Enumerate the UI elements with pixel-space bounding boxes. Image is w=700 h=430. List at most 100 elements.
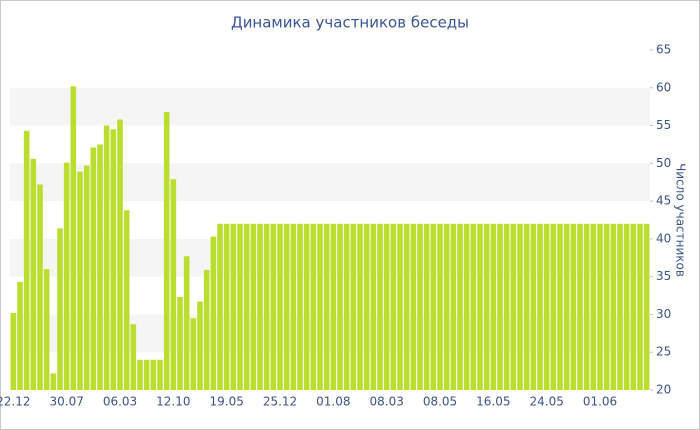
bar [270, 223, 277, 390]
bar [450, 223, 457, 390]
y-tick-label: 60 [656, 80, 671, 94]
x-tick-label: 22.12 [0, 395, 31, 409]
x-tick-label: 19.05 [209, 395, 243, 409]
bar [490, 223, 497, 390]
bar [210, 236, 217, 390]
bar [610, 223, 617, 390]
bar [557, 223, 563, 390]
bar [537, 223, 543, 390]
bar [363, 223, 370, 390]
bar [170, 179, 177, 390]
bar [303, 223, 310, 390]
bar [117, 119, 123, 390]
bar [463, 223, 470, 390]
bar [203, 269, 210, 390]
bar [50, 373, 57, 390]
bar [217, 223, 223, 390]
bar [517, 223, 523, 390]
bar [23, 130, 30, 390]
bar [397, 223, 403, 390]
bar [157, 359, 163, 390]
x-tick-label: 16.05 [476, 395, 510, 409]
bar [330, 223, 337, 390]
bar [403, 223, 410, 390]
bar [410, 223, 417, 390]
chart-title: Динамика участников беседы [231, 14, 469, 32]
x-tick-label: 08.05 [423, 395, 457, 409]
bar [190, 318, 197, 390]
bar [63, 162, 70, 390]
x-tick-label: 24.05 [529, 395, 563, 409]
bar [350, 223, 357, 390]
bar [370, 223, 377, 390]
bar [523, 223, 530, 390]
bar [230, 223, 237, 390]
x-tick-label: 06.03 [103, 395, 137, 409]
y-tick-label: 20 [656, 383, 671, 397]
bar [257, 223, 263, 390]
bar [457, 223, 463, 390]
bar [130, 324, 137, 390]
bar [590, 223, 597, 390]
bar [10, 312, 17, 390]
bands [10, 87, 650, 353]
bar [277, 223, 283, 390]
bar [563, 223, 570, 390]
bar [243, 223, 250, 390]
bar [177, 297, 183, 390]
y-axis-label: Число участников [674, 163, 688, 277]
bar [623, 223, 630, 390]
bar [503, 223, 510, 390]
bar [497, 223, 503, 390]
bar [137, 359, 143, 390]
bar [470, 223, 477, 390]
bar [103, 125, 110, 391]
bar [250, 223, 257, 390]
x-tick-label: 01.08 [316, 395, 350, 409]
bar [43, 269, 50, 390]
bar [377, 223, 383, 390]
bar [583, 223, 590, 390]
bar [643, 223, 650, 390]
bar [577, 223, 583, 390]
bar [223, 223, 230, 390]
y-tick-label: 35 [656, 269, 671, 283]
bar [437, 223, 443, 390]
bar [263, 223, 270, 390]
x-tick-label: 30.07 [49, 395, 83, 409]
bar [77, 171, 83, 390]
bar [570, 223, 577, 390]
x-tick-label: 25.12 [263, 395, 297, 409]
bar [637, 223, 643, 390]
y-tick-label: 40 [656, 231, 671, 245]
y-tick-label: 55 [656, 118, 671, 132]
bar [630, 223, 637, 390]
x-tick-label: 01.06 [583, 395, 617, 409]
bar [510, 223, 517, 390]
bar [417, 223, 423, 390]
bar [603, 223, 610, 390]
y-tick-label: 25 [656, 345, 671, 359]
bar [423, 223, 430, 390]
bar [30, 158, 37, 390]
bar [543, 223, 550, 390]
bar [37, 184, 43, 390]
bar [550, 223, 557, 390]
grid-band [10, 238, 650, 277]
y-tick-label: 50 [656, 156, 671, 170]
grid-band [10, 87, 650, 126]
bar [443, 223, 450, 390]
bar [477, 223, 483, 390]
bar [183, 256, 190, 390]
bar [323, 223, 330, 390]
bar [290, 223, 297, 390]
bar [110, 129, 117, 391]
y-tick-label: 30 [656, 307, 671, 321]
bar [17, 281, 23, 390]
bar [297, 223, 303, 390]
x-tick-label: 12.10 [156, 395, 190, 409]
bar [97, 144, 103, 390]
bar [70, 86, 77, 391]
bar [390, 223, 397, 390]
